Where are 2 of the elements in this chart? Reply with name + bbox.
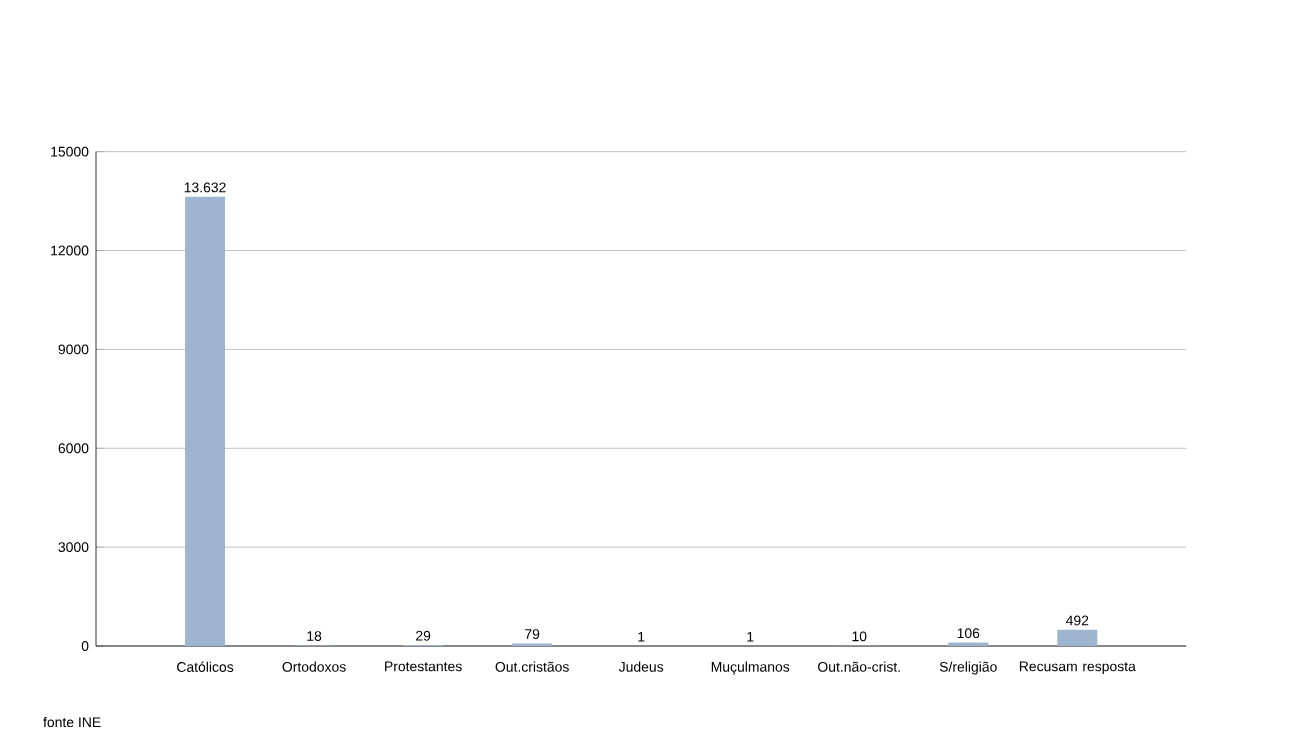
bar xyxy=(185,196,226,646)
bar xyxy=(1057,629,1098,646)
